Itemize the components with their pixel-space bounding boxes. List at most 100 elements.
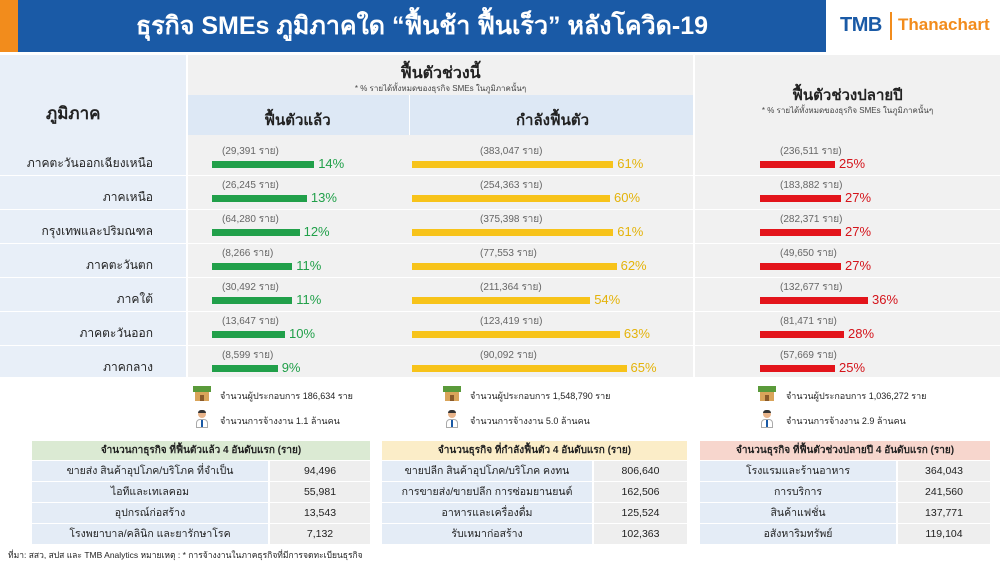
table-row: อาหารและเครื่องดื่ม 125,524: [382, 503, 687, 524]
late-year-bar: [760, 263, 841, 270]
table-row: สินค้าแฟชั่น 137,771: [700, 503, 990, 524]
table-cell-name: อสังหาริมทรัพย์: [700, 524, 896, 544]
late-year-percent-label: 25%: [839, 360, 866, 375]
late-year-count-label: (183,882 ราย): [780, 180, 843, 191]
table-cell-value: 162,506: [594, 482, 687, 502]
table-cell-value: 55,981: [270, 482, 370, 502]
late-year-count-label: (132,677 ราย): [780, 282, 843, 293]
recover-subheader-band: [186, 95, 695, 135]
row-divider: [0, 311, 1000, 312]
panel-gap: [693, 55, 695, 377]
recovering-percent-label: 60%: [614, 190, 641, 205]
table-cell-value: 7,132: [270, 524, 370, 544]
region-row: ภาคเหนือ (26,245 ราย) 13% (254,363 ราย) 60% (…: [0, 176, 1000, 210]
table-title: จำนวนกาธุรกิจ ที่ฟื้นตัวแล้ว 4 อันดับแรก…: [32, 441, 370, 460]
recovering-bar: [412, 331, 620, 338]
region-panel: [0, 55, 186, 377]
recovered-employment: จำนวนการจ้างงาน 1.1 ล้านคน: [220, 416, 340, 426]
late-year-bar: [760, 331, 844, 338]
table-cell-name: ขายปลีก สินค้าอุปโภค/บริโภค คงทน: [382, 461, 592, 481]
recovering-bar: [412, 263, 617, 270]
recovering-percent-label: 62%: [620, 258, 647, 273]
table-row: ขายส่ง สินค้าอุปโภค/บริโภค ที่จำเป็น 94,4…: [32, 461, 370, 482]
recovered-percent-label: 10%: [289, 326, 316, 341]
recovered-count-label: (64,280 ราย): [222, 214, 279, 225]
panel-gap: [186, 55, 188, 377]
row-divider: [0, 379, 1000, 380]
late-year-bar: [760, 365, 835, 372]
late-year-header: ฟื้นตัวช่วงปลายปี: [792, 87, 903, 104]
row-divider: [0, 277, 1000, 278]
subheader-divider: [409, 95, 410, 135]
recovering-operators: จำนวนผู้ประกอบการ 1,548,790 ราย: [470, 391, 611, 401]
table-row: ไอทีและเทเลคอม 55,981: [32, 482, 370, 503]
region-row: ภาคใต้ (30,492 ราย) 11% (211,364 ราย) 54% (13…: [0, 278, 1000, 312]
employee-icon: [445, 410, 459, 428]
region-name: ภาคกลาง: [103, 360, 153, 374]
table-row: การบริการ 241,560: [700, 482, 990, 503]
footnote: ที่มา: สสว, สปส และ TMB Analytics หมายเห…: [8, 550, 363, 560]
late-year-note: * % รายได้ทั้งหมดของธุรกิจ SMEs ในภูมิภา…: [761, 106, 934, 115]
recovered-percent-label: 14%: [318, 156, 345, 171]
recovered-header: ฟื้นตัวแล้ว: [264, 112, 331, 129]
table-row: รับเหมาก่อสร้าง 102,363: [382, 524, 687, 545]
recovered-count-label: (30,492 ราย): [222, 282, 279, 293]
recovered-count-label: (8,599 ราย): [222, 350, 274, 361]
table-cell-value: 241,560: [898, 482, 990, 502]
logo-thanachart: Thanachart: [898, 15, 990, 34]
late-year-bar: [760, 297, 868, 304]
page-title: ธุรกิจ SMEs ภูมิภาคใด “ฟื้นช้า ฟื้นเร็ว”…: [135, 12, 709, 40]
recovering-count-label: (254,363 ราย): [480, 180, 543, 191]
recovered-count-label: (13,647 ราย): [222, 316, 279, 327]
recovering-bar: [412, 297, 591, 304]
region-name: ภาคตะวันตก: [86, 258, 153, 272]
table-cell-name: โรงแรมและร้านอาหาร: [700, 461, 896, 481]
recovering-count-label: (90,092 ราย): [480, 350, 537, 361]
recovering-count-label: (123,419 ราย): [480, 316, 543, 327]
recovering-percent-label: 61%: [617, 224, 644, 239]
recovering-percent-label: 63%: [623, 326, 650, 341]
table-title: จำนวนธุรกิจ ที่ฟื้นตัวช่วงปลายปี 4 อันดั…: [700, 441, 990, 460]
recovered-bar: [212, 161, 315, 168]
row-divider: [0, 243, 1000, 244]
table-cell-name: การบริการ: [700, 482, 896, 502]
recovered-bar: [212, 263, 293, 270]
recovered-count-label: (8,266 ราย): [222, 248, 274, 259]
late-year-count-label: (282,371 ราย): [780, 214, 843, 225]
recovering-bar: [412, 365, 627, 372]
recovering-count-label: (77,553 ราย): [480, 248, 537, 259]
shop-icon: [443, 386, 461, 401]
table-cell-name: ขายส่ง สินค้าอุปโภค/บริโภค ที่จำเป็น: [32, 461, 268, 481]
late-year-count-label: (49,650 ราย): [780, 248, 837, 259]
row-divider: [0, 345, 1000, 346]
region-name: ภาคใต้: [116, 292, 153, 306]
recovering-employment: จำนวนการจ้างงาน 5.0 ล้านคน: [470, 416, 590, 426]
region-name: ภาคเหนือ: [102, 190, 153, 204]
table-row: อุปกรณ์ก่อสร้าง 13,543: [32, 503, 370, 524]
late-year-percent-label: 27%: [845, 224, 872, 239]
header-accent: [0, 0, 18, 52]
recovered-count-label: (26,245 ราย): [222, 180, 279, 191]
table-cell-value: 119,104: [898, 524, 990, 544]
recover-now-note: * % รายได้ทั้งหมดของธุรกิจ SMEs ในภูมิภา…: [354, 84, 527, 93]
late-year-percent-label: 27%: [845, 190, 872, 205]
table-cell-value: 13,543: [270, 503, 370, 523]
late-year-percent-label: 28%: [848, 326, 875, 341]
table-cell-name: การขายส่ง/ขายปลีก การซ่อมยานยนต์: [382, 482, 592, 502]
row-divider: [0, 209, 1000, 210]
table-cell-value: 364,043: [898, 461, 990, 481]
region-name: กรุงเทพและปริมณฑล: [41, 224, 153, 238]
shop-icon: [758, 386, 776, 401]
brand-logo: TMB Thanachart: [826, 0, 1000, 52]
late-year-bar: [760, 161, 835, 168]
table-row: อสังหาริมทรัพย์ 119,104: [700, 524, 990, 545]
recovering-bar: [412, 161, 614, 168]
employee-icon: [195, 410, 209, 428]
table-row: โรงแรมและร้านอาหาร 364,043: [700, 461, 990, 482]
recovered-percent-label: 9%: [281, 360, 301, 375]
header-background: [18, 0, 826, 52]
table-cell-value: 806,640: [594, 461, 687, 481]
late-year-employment: จำนวนการจ้างงาน 2.9 ล้านคน: [786, 416, 906, 426]
late-year-count-label: (81,471 ราย): [780, 316, 837, 327]
region-row: ภาคตะวันออกเฉียงเหนือ (29,391 ราย) 14% (383…: [0, 142, 1000, 176]
